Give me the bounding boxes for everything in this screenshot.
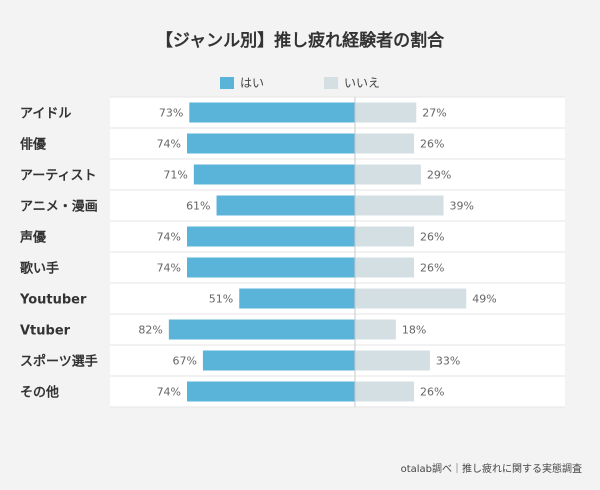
category-label: アイドル <box>20 107 71 122</box>
bar-no <box>355 102 417 123</box>
legend: はい いいえ <box>0 74 600 91</box>
bar-no <box>355 350 430 371</box>
bar-no-label: 33% <box>436 355 460 368</box>
bar-no <box>355 226 415 247</box>
bar-no-label: 26% <box>420 262 444 275</box>
bar-yes-label: 74% <box>157 386 181 399</box>
bar-yes-label: 61% <box>186 200 210 213</box>
bar-no-label: 49% <box>472 293 496 306</box>
category-label: スポーツ選手 <box>20 354 98 370</box>
bar-yes <box>187 381 355 402</box>
bar-yes <box>187 226 355 247</box>
bar-no <box>355 164 421 185</box>
bar-no <box>355 133 415 154</box>
category-label: Youtuber <box>19 293 87 308</box>
bar-no <box>355 381 415 402</box>
category-label: その他 <box>20 385 59 401</box>
bar-yes <box>202 350 355 371</box>
bar-no-label: 39% <box>450 200 474 213</box>
source-note: otalab調べ｜推し疲れに関する実態調査 <box>400 464 582 475</box>
legend-swatch-no <box>324 76 338 89</box>
category-label: Vtuber <box>20 324 71 339</box>
bar-yes <box>187 257 355 278</box>
bar-no-label: 26% <box>420 138 444 151</box>
bar-no-label: 18% <box>402 324 426 337</box>
legend-swatch-yes <box>219 76 234 89</box>
bar-no <box>355 319 396 340</box>
legend-item-no: いいえ <box>324 74 380 91</box>
chart-title: 【ジャンル別】推し疲れ経験者の割合 <box>155 31 445 51</box>
bar-no-label: 29% <box>427 169 451 182</box>
bar-yes-label: 74% <box>157 138 181 151</box>
bar-yes <box>168 319 355 340</box>
bar-yes-label: 74% <box>157 231 181 244</box>
legend-item-yes: はい <box>219 74 264 91</box>
category-label: 声優 <box>19 230 47 246</box>
bar-yes-label: 51% <box>209 293 233 306</box>
bar-yes-label: 71% <box>163 169 187 182</box>
bar-no <box>355 288 467 309</box>
bar-yes <box>216 195 355 216</box>
bar-yes-label: 67% <box>172 355 196 368</box>
category-label: アニメ・漫画 <box>20 199 98 215</box>
bar-no <box>355 257 415 278</box>
bar-yes <box>239 288 355 309</box>
category-label: アーティスト <box>20 169 96 184</box>
category-label: 歌い手 <box>20 261 59 277</box>
bar-yes <box>187 133 355 154</box>
category-label: 俳優 <box>20 137 47 153</box>
bar-no-label: 26% <box>420 231 444 244</box>
bar-no-label: 26% <box>420 386 444 399</box>
bar-yes-label: 74% <box>157 262 181 275</box>
bar-no-label: 27% <box>422 107 446 120</box>
bar-yes-label: 82% <box>138 324 162 337</box>
bar-yes <box>189 102 355 123</box>
legend-label-no: いいえ <box>344 76 381 90</box>
bar-no <box>355 195 444 216</box>
bar-yes-label: 73% <box>159 107 183 120</box>
bar-yes <box>193 164 355 185</box>
legend-label-yes: はい <box>239 76 264 90</box>
